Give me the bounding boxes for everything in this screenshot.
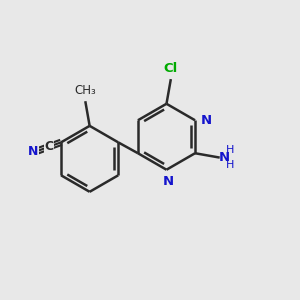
Text: CH₃: CH₃ bbox=[74, 84, 96, 97]
Text: C: C bbox=[45, 140, 54, 153]
Text: N: N bbox=[162, 175, 173, 188]
Text: N: N bbox=[200, 114, 211, 127]
Text: N: N bbox=[28, 146, 38, 158]
Text: N: N bbox=[219, 151, 230, 164]
Text: Cl: Cl bbox=[164, 62, 178, 75]
Text: H: H bbox=[226, 160, 234, 170]
Text: H: H bbox=[226, 145, 234, 155]
